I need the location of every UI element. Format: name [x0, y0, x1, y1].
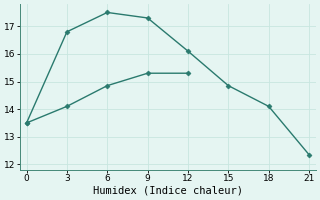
X-axis label: Humidex (Indice chaleur): Humidex (Indice chaleur): [93, 186, 243, 196]
